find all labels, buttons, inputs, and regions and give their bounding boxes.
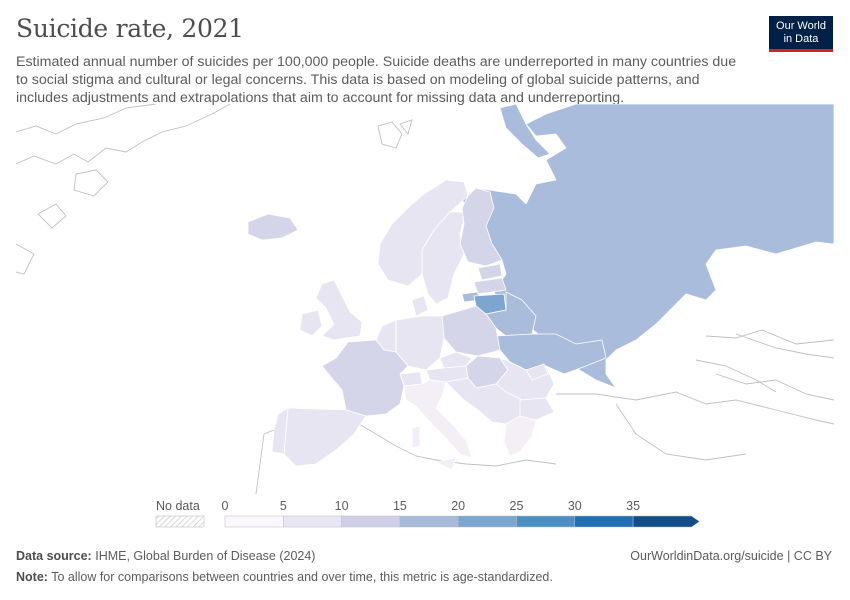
legend-bins xyxy=(224,515,700,528)
region-belarus[interactable] xyxy=(485,291,537,337)
region-france[interactable] xyxy=(321,339,409,417)
asia-outline xyxy=(705,329,834,401)
legend-bin-1[interactable] xyxy=(283,515,342,528)
source-text: IHME, Global Burden of Disease (2024) xyxy=(95,549,316,563)
region-iceland[interactable] xyxy=(247,213,299,241)
svalbard-outline xyxy=(377,119,413,149)
color-legend: No data 0 5 10 15 20 25 30 35 xyxy=(155,499,700,528)
region-spain[interactable] xyxy=(283,407,367,467)
europe-map[interactable] xyxy=(16,104,834,494)
region-denmark[interactable] xyxy=(411,295,429,317)
region-ireland[interactable] xyxy=(299,309,323,337)
region-italy[interactable] xyxy=(403,379,473,459)
legend-no-data-label: No data xyxy=(156,499,200,513)
footer-url[interactable]: OurWorldinData.org/suicide | CC BY xyxy=(630,549,832,563)
owid-logo[interactable]: Our World in Data xyxy=(769,16,833,52)
license-text[interactable]: CC BY xyxy=(793,549,832,563)
middle-east-outline xyxy=(556,333,834,461)
source-label: Data source: xyxy=(16,549,92,563)
legend-tick-label-6: 30 xyxy=(568,499,582,513)
legend-tick-label-3: 15 xyxy=(393,499,407,513)
legend-bin-5[interactable] xyxy=(516,515,576,528)
region-bulgaria[interactable] xyxy=(519,397,555,421)
region-czechia[interactable] xyxy=(439,351,473,369)
chart-subtitle: Estimated annual number of suicides per … xyxy=(16,54,737,106)
region-sweden[interactable] xyxy=(421,211,467,305)
region-portugal[interactable] xyxy=(271,407,289,455)
region-sardinia xyxy=(411,425,421,449)
note-label: Note: xyxy=(16,570,48,584)
map-outlines xyxy=(16,104,834,494)
region-finland[interactable] xyxy=(459,187,503,267)
region-united-kingdom[interactable] xyxy=(315,279,363,341)
region-poland[interactable] xyxy=(441,305,501,357)
legend-bin-7[interactable] xyxy=(632,515,700,528)
region-sicily xyxy=(434,457,457,471)
legend-tick-label-4: 20 xyxy=(451,499,465,513)
region-greece[interactable] xyxy=(503,415,537,457)
footer-source: Data source: IHME, Global Burden of Dise… xyxy=(16,549,315,563)
legend-bin-0[interactable] xyxy=(224,515,284,528)
legend-bin-4[interactable] xyxy=(457,515,517,528)
region-russia-novaya xyxy=(499,104,551,159)
region-moldova[interactable] xyxy=(525,363,549,381)
footer-note: Note: To allow for comparisons between c… xyxy=(16,570,553,584)
chart-title: Suicide rate, 2021 xyxy=(16,14,244,43)
legend-tick-label-0: 0 xyxy=(222,499,229,513)
legend-tick-label-2: 10 xyxy=(335,499,349,513)
legend-ticks: 0 5 10 15 20 25 30 35 xyxy=(222,499,641,513)
legend-tick-label-1: 5 xyxy=(280,499,287,513)
legend-bin-6[interactable] xyxy=(574,515,634,528)
legend-tick-label-7: 35 xyxy=(626,499,640,513)
logo-line-1: Our World xyxy=(776,20,826,32)
note-text: To allow for comparisons between countri… xyxy=(51,570,553,584)
region-estonia[interactable] xyxy=(477,263,503,281)
legend-tick-label-5: 25 xyxy=(510,499,524,513)
arctic-islands-outline xyxy=(16,169,109,275)
legend-no-data-swatch xyxy=(155,515,205,528)
logo-line-2: in Data xyxy=(783,33,819,45)
legend-bin-3[interactable] xyxy=(399,515,459,528)
legend-bin-2[interactable] xyxy=(341,515,401,528)
greenland-outline xyxy=(16,104,231,165)
region-latvia[interactable] xyxy=(473,277,507,295)
source-url[interactable]: OurWorldinData.org/suicide xyxy=(630,549,784,563)
